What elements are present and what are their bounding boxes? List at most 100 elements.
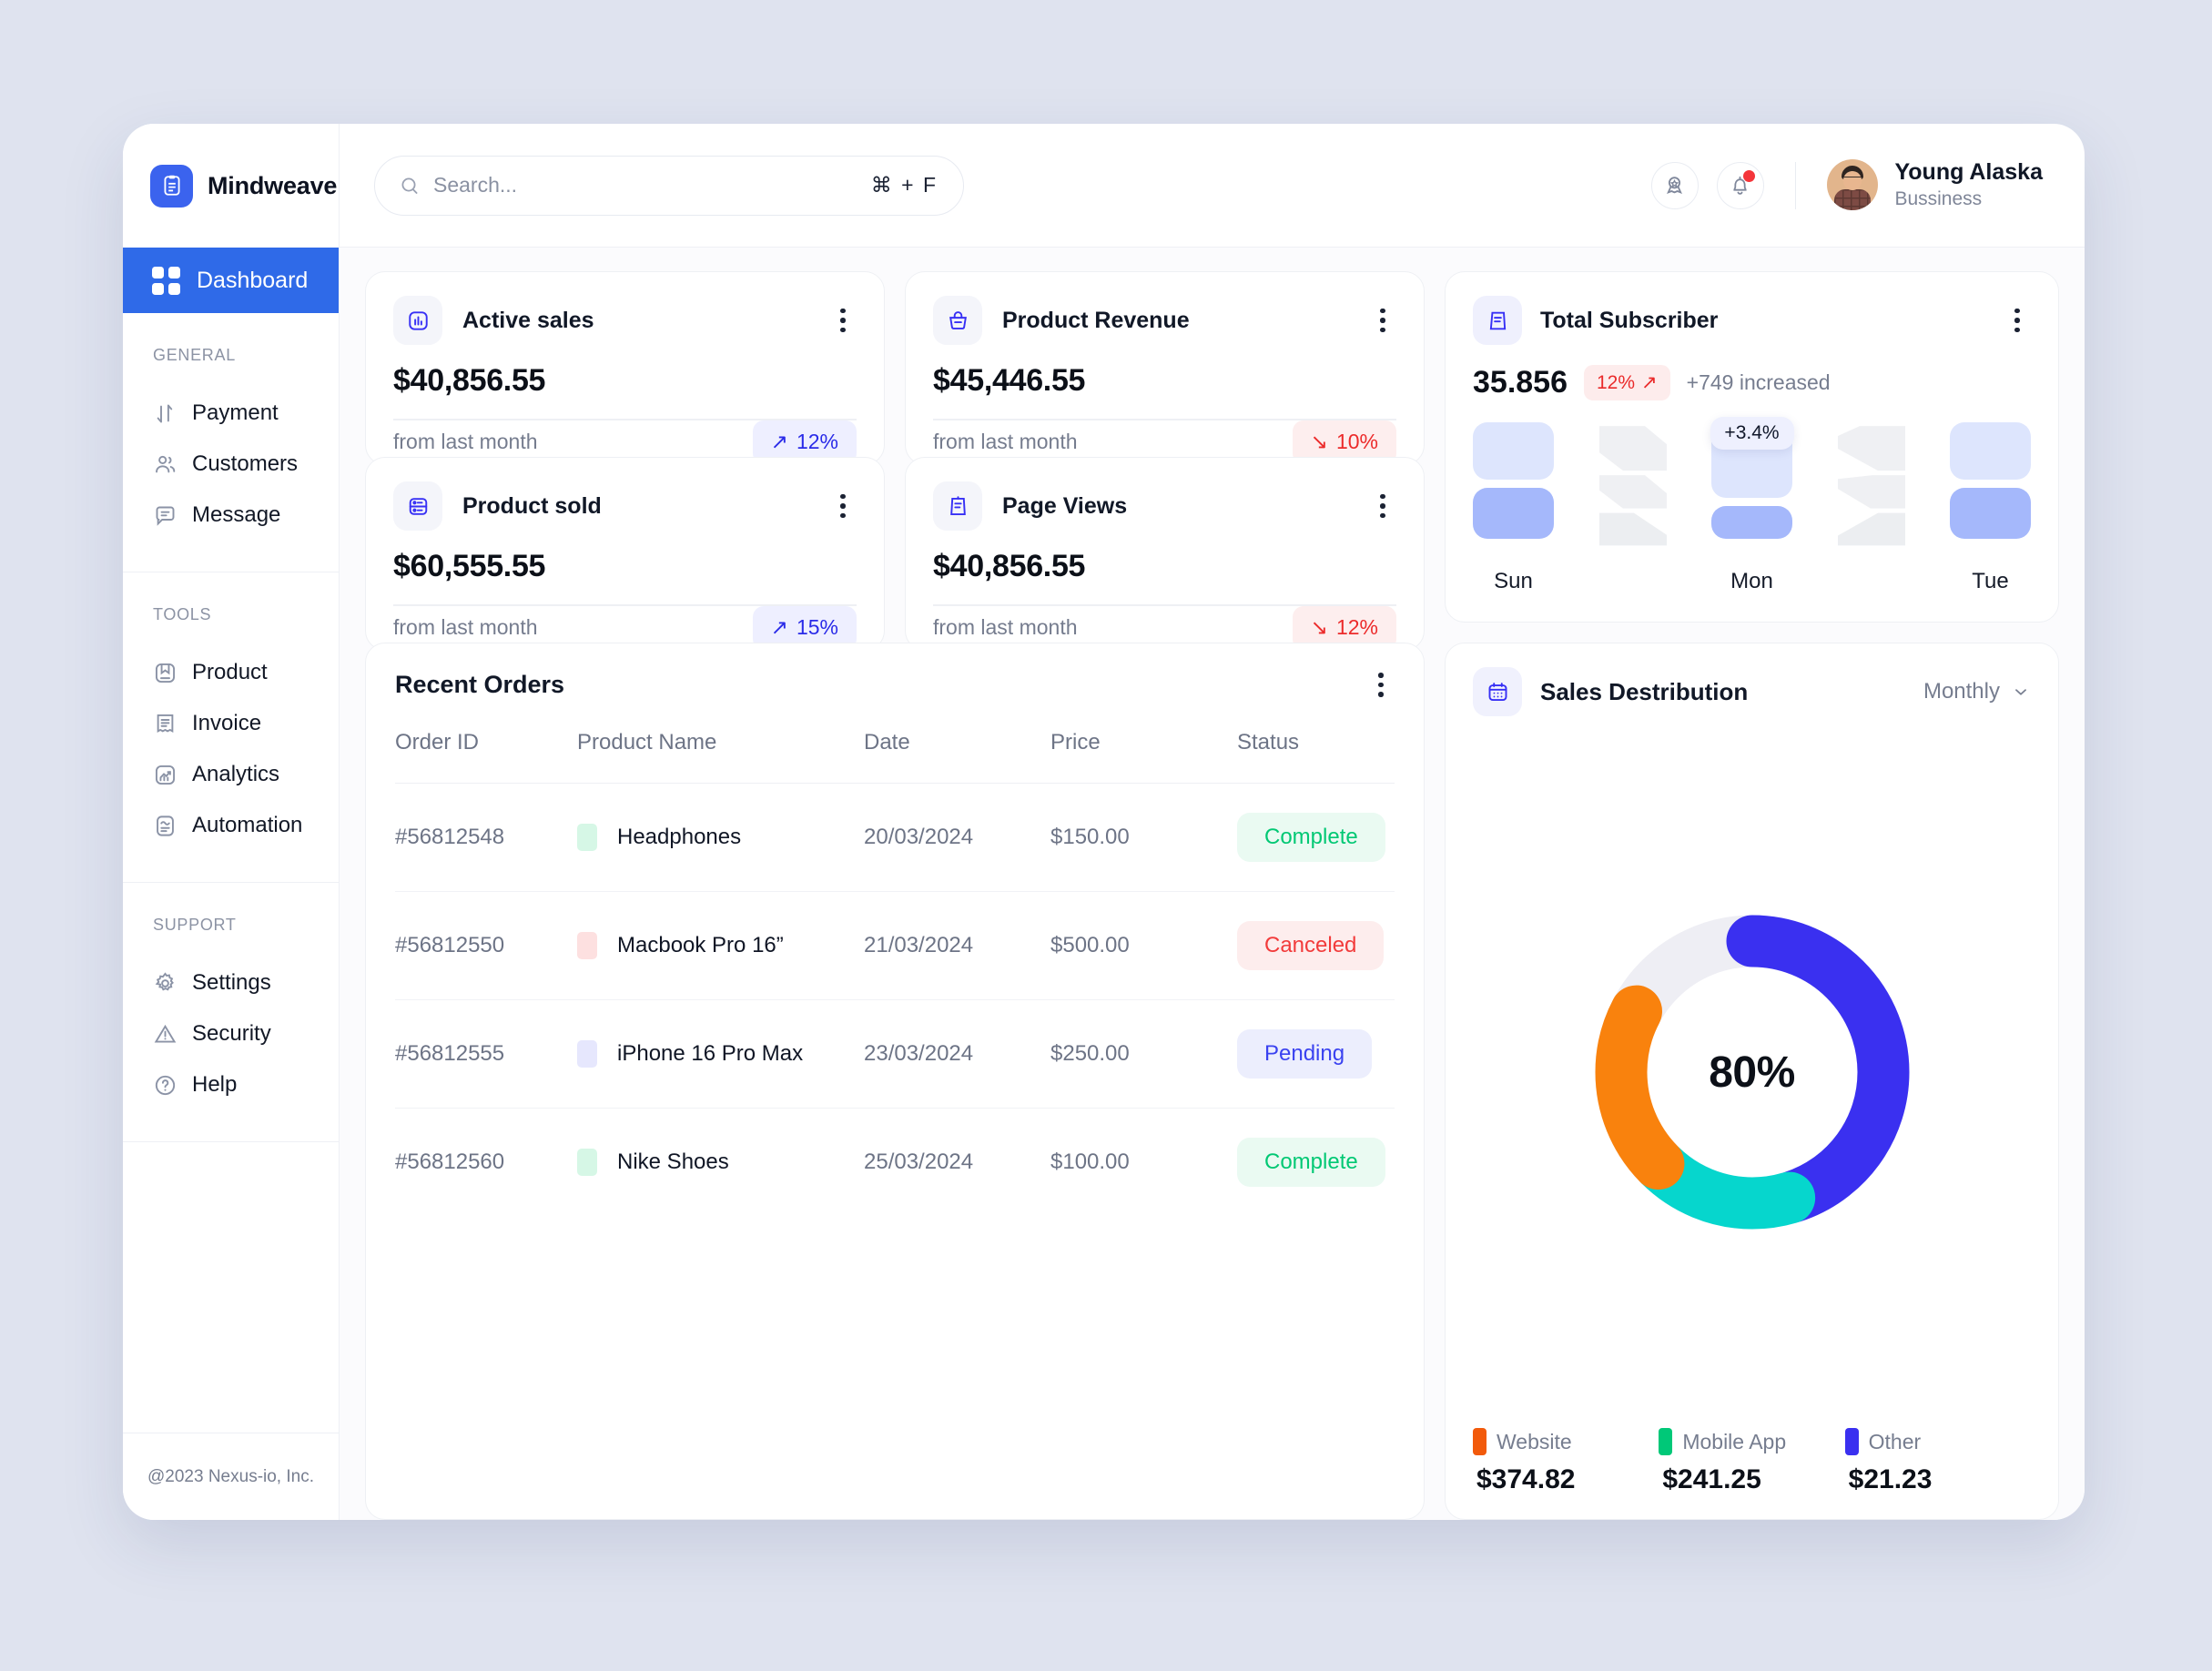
sidebar-item-label: Invoice [192, 711, 262, 735]
product-color-swatch [577, 1149, 597, 1176]
more-options-icon[interactable] [1367, 673, 1395, 697]
cell-product: Macbook Pro 16” [577, 891, 864, 1000]
donut-center-label: 80% [1709, 1048, 1795, 1097]
stat-card-product-sold: Product sold $60,555.55 from last month … [365, 457, 885, 651]
notifications-button[interactable] [1716, 161, 1764, 209]
sidebar-item-payment[interactable]: Payment [123, 388, 339, 439]
card-title: Recent Orders [395, 671, 565, 698]
avatar [1827, 159, 1879, 211]
cell-date: 25/03/2024 [864, 1149, 974, 1174]
column-header-product-name[interactable]: Product Name [577, 730, 864, 784]
product-color-swatch [577, 932, 597, 959]
sidebar-item-label: Help [192, 1072, 238, 1097]
award-badge-icon [1667, 177, 1683, 194]
stat-comparison-label: from last month [933, 430, 1078, 453]
slice-other [1595, 915, 1909, 1230]
sidebar-item-customers[interactable]: Customers [123, 439, 339, 490]
sidebar-item-help[interactable]: Help [123, 1059, 339, 1110]
sidebar-item-product[interactable]: Product [123, 647, 339, 698]
legend-label: Other [1868, 1429, 1922, 1453]
more-options-icon[interactable] [1369, 493, 1396, 519]
subscriber-increase: +749 increased [1686, 370, 1831, 394]
copyright-text: @2023 Nexus-io, Inc. [147, 1466, 314, 1486]
legend-value: $374.82 [1476, 1464, 1576, 1494]
divider [933, 419, 1396, 420]
more-options-icon[interactable] [829, 308, 857, 333]
stat-comparison-label: from last month [393, 430, 538, 453]
cell-date: 20/03/2024 [864, 783, 1050, 892]
badge-value: 12% [796, 430, 838, 453]
brand[interactable]: Mindweave [123, 124, 339, 248]
decorative-shape [1598, 422, 1669, 547]
badge-value: 12% [1335, 615, 1378, 639]
notification-dot [1742, 169, 1755, 182]
app-window: Mindweave Dashboard GENERAL Payment [123, 124, 2085, 1520]
more-options-icon[interactable] [829, 493, 857, 519]
stat-comparison-label: from last month [933, 615, 1078, 639]
stat-card-active-sales: Active sales $40,856.55 from last month … [365, 271, 885, 465]
badge-value: 12% [1597, 371, 1636, 393]
cell-price: $500.00 [1050, 891, 1237, 1000]
card-title: Sales Destribution [1540, 677, 1749, 705]
column-header-status[interactable]: Status [1237, 730, 1395, 784]
question-circle-icon [155, 1075, 176, 1095]
product-name: Nike Shoes [617, 1149, 729, 1174]
sidebar-item-automation[interactable]: Automation [123, 800, 339, 851]
axis-label-tue: Tue [1972, 569, 2009, 593]
slice-website [1595, 915, 1909, 1230]
product-color-swatch [577, 824, 597, 851]
trend-down-icon: ↘ [1310, 615, 1328, 639]
sidebar-item-message[interactable]: Message [123, 490, 339, 541]
gear-icon [155, 971, 174, 991]
profile-menu[interactable]: Young Alaska Bussiness [1827, 158, 2043, 212]
bar-group-sun[interactable] [1473, 422, 1554, 547]
column-header-order-id[interactable]: Order ID [395, 730, 577, 784]
bar-chart-icon [393, 296, 442, 345]
bar-group-mon[interactable]: +3.4% [1710, 417, 1794, 547]
donut-svg [1595, 915, 1909, 1230]
legend-value: $241.25 [1662, 1464, 1761, 1494]
basket-icon [933, 296, 982, 345]
sidebar-section-support: SUPPORT Settings Security [123, 883, 339, 1142]
table-row[interactable]: #56812550 Macbook Pro 16” 21/03/2024 $50… [395, 891, 1395, 1000]
slice-mobile-app [1595, 915, 1909, 1230]
chevron-down-icon [2015, 689, 2026, 695]
arrows-transfer-icon [157, 404, 173, 422]
status-badge: ↗ 12% [752, 420, 857, 464]
cell-status: Pending [1237, 999, 1395, 1109]
profile-role: Bussiness [1894, 188, 1983, 210]
stat-value: $40,856.55 [393, 363, 546, 398]
cell-order-id: #56812560 [395, 1149, 505, 1174]
search-input[interactable]: Search... ⌘ + F [374, 155, 964, 216]
column-header-price[interactable]: Price [1050, 730, 1237, 784]
product-box-icon [393, 481, 442, 531]
divider [933, 604, 1396, 606]
period-dropdown[interactable]: Monthly [1923, 679, 2031, 704]
sidebar-item-label: Message [192, 502, 281, 527]
sidebar-item-security[interactable]: Security [123, 1008, 339, 1059]
legend-swatch [1473, 1428, 1487, 1455]
stat-title: Product sold [462, 492, 602, 519]
chart-tooltip: +3.4% [1710, 417, 1794, 450]
table-row[interactable]: #56812548 Headphones 20/03/2024 $150.00 [395, 783, 1395, 892]
stat-card-page-views: Page Views $40,856.55 from last month ↘ … [905, 457, 1425, 651]
more-options-icon[interactable] [2004, 308, 2031, 333]
table-row[interactable]: #56812555 iPhone 16 Pro Max 23/03/2024 $… [395, 999, 1395, 1109]
status-badge: ↘ 12% [1292, 605, 1396, 650]
divider [393, 604, 857, 606]
sidebar-item-analytics[interactable]: Analytics [123, 749, 339, 800]
stat-value: $40,856.55 [933, 549, 1086, 583]
axis-label-mon: Mon [1730, 569, 1773, 593]
award-badge-button[interactable] [1650, 161, 1699, 209]
more-options-icon[interactable] [1369, 308, 1396, 333]
sidebar-item-dashboard[interactable]: Dashboard [123, 248, 339, 313]
sidebar-item-invoice[interactable]: Invoice [123, 698, 339, 749]
cell-order-id: #56812550 [395, 891, 577, 1000]
grid-icon [152, 266, 180, 295]
subscriber-count: 35.856 [1473, 365, 1568, 400]
column-header-date[interactable]: Date [864, 730, 1050, 784]
sidebar-item-settings[interactable]: Settings [123, 957, 339, 1008]
table-row[interactable]: #56812560 Nike Shoes 25/03/2024 $100.00 [395, 1109, 1395, 1217]
bar-group-tue[interactable] [1950, 422, 2031, 547]
legend-item-other: Other $21.23 [1844, 1428, 2031, 1495]
